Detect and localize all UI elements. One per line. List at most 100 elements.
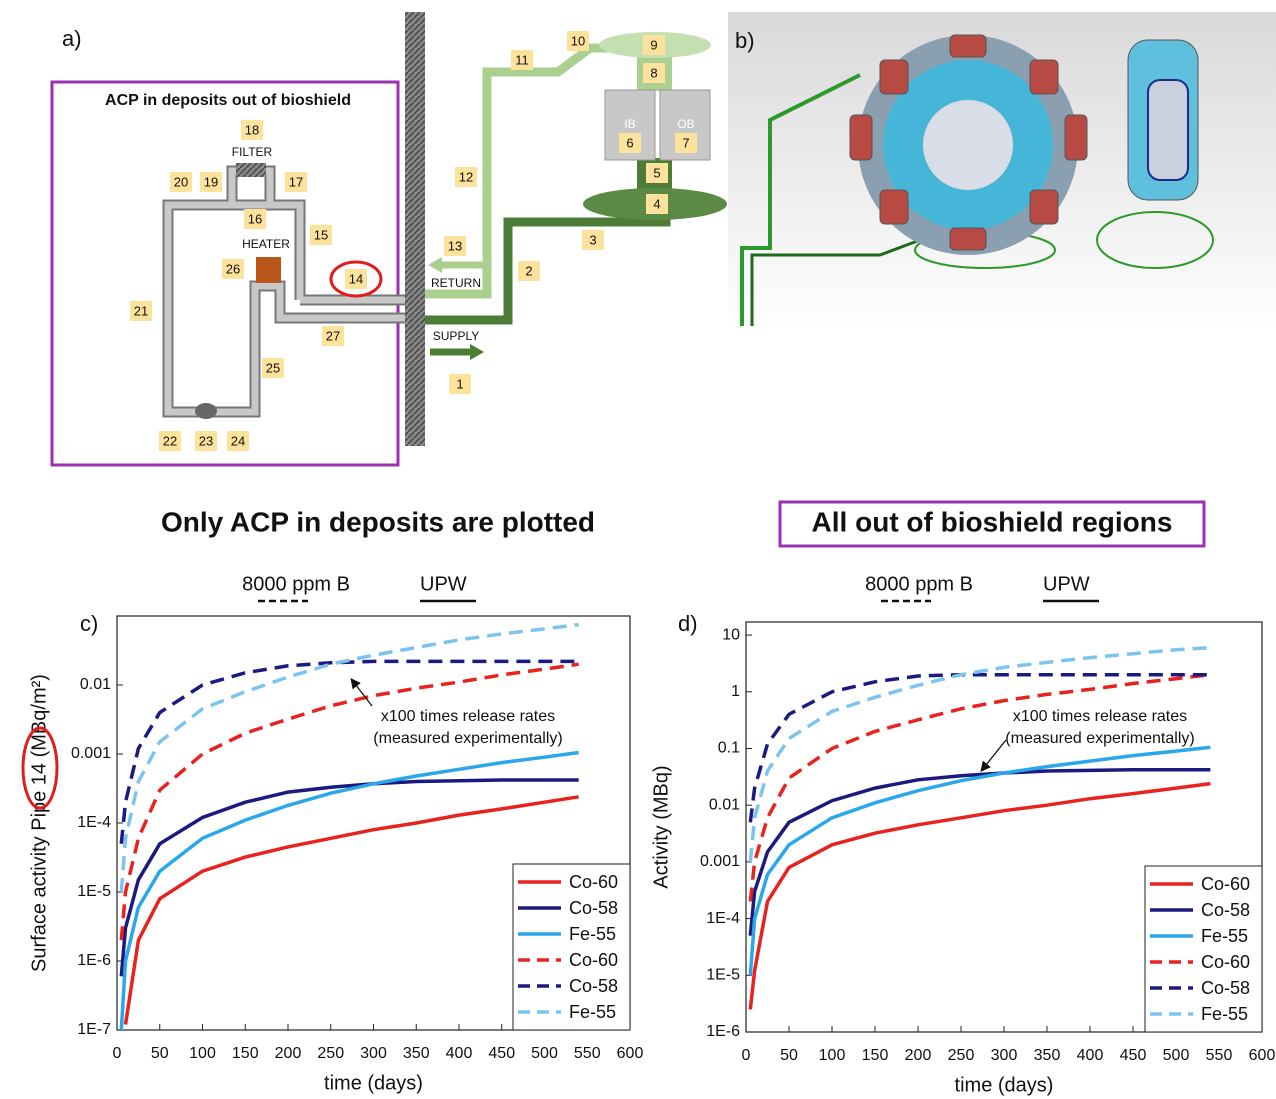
node-box	[643, 35, 665, 55]
y-tick-label: 1E-4	[77, 814, 111, 831]
ob-label: OB	[677, 117, 694, 131]
node-box	[646, 194, 668, 214]
legend-header: 8000 ppm B	[865, 573, 973, 595]
render-coils	[849, 34, 1088, 251]
node-label: 19	[204, 174, 218, 189]
x-tick-label: 50	[780, 1047, 798, 1064]
x-tick-label: 300	[991, 1047, 1018, 1064]
filter-label: FILTER	[232, 145, 273, 159]
panel-a: a) ACP in deposits out of bioshield FILT…	[50, 12, 727, 467]
chart-title: All out of bioshield regions	[812, 506, 1173, 537]
legend-entry: Co-60	[1201, 952, 1250, 972]
node-box	[567, 31, 589, 51]
node-box	[310, 225, 332, 245]
node-label: 5	[653, 165, 660, 180]
legend-entry: Co-58	[1201, 900, 1250, 920]
region-title: ACP in deposits out of bioshield	[105, 92, 351, 109]
y-axis-label: Activity (MBq)	[650, 765, 672, 888]
y-tick-label: 1E-6	[77, 952, 111, 969]
legend-box	[1144, 865, 1263, 1033]
x-tick-label: 600	[617, 1045, 644, 1062]
node-label: 6	[626, 135, 633, 150]
x-tick-label: 100	[189, 1045, 216, 1062]
node-label: 24	[231, 433, 245, 448]
node-box	[130, 301, 152, 321]
node-box	[195, 431, 217, 451]
x-tick-label: 400	[446, 1045, 473, 1062]
series-line	[119, 778, 579, 977]
x-tick-label: 0	[742, 1047, 751, 1064]
node-box	[511, 50, 533, 70]
x-tick-label: 450	[1120, 1047, 1147, 1064]
x-tick-label: 250	[317, 1045, 344, 1062]
y-tick-label: 0.1	[718, 740, 740, 757]
x-tick-label: 200	[275, 1045, 302, 1062]
x-axis-label: time (days)	[324, 1072, 423, 1094]
legend-header: 8000 ppm B	[242, 573, 350, 595]
annotation: x100 times release rates	[1013, 708, 1187, 725]
node-label: 15	[314, 227, 328, 242]
node-box	[262, 358, 284, 378]
return-pipe	[425, 43, 612, 299]
node-box	[345, 269, 367, 289]
panel-b: b)	[728, 12, 1276, 332]
legend-entry: Fe-55	[569, 1002, 616, 1022]
node-label: 16	[248, 211, 262, 226]
annotation: (measured experimentally)	[1005, 730, 1194, 747]
render-pipe	[750, 238, 921, 326]
annotation-arrow	[980, 739, 1007, 773]
node-label: 17	[289, 174, 303, 189]
node-label: 7	[682, 135, 689, 150]
y-tick-label: 1E-7	[77, 1021, 111, 1038]
node-label: 4	[653, 196, 660, 211]
x-tick-label: 250	[948, 1047, 975, 1064]
y-tick-label: 10	[722, 626, 740, 643]
x-tick-label: 500	[1163, 1047, 1190, 1064]
annotation-arrow	[350, 677, 373, 707]
node-box	[449, 374, 471, 394]
panel-label: c)	[80, 611, 98, 636]
y-tick-label: 1E-6	[706, 1023, 740, 1040]
legend-entry: Fe-55	[569, 924, 616, 944]
series-line	[748, 745, 1211, 976]
node-label: 8	[650, 65, 657, 80]
node-label: 11	[515, 52, 529, 67]
legend-header: UPW	[420, 573, 467, 595]
supply-arrowhead	[470, 344, 484, 360]
legend-header: UPW	[1043, 573, 1090, 595]
node-label: 14	[349, 271, 363, 286]
node-label: 13	[448, 238, 462, 253]
node-label: 27	[326, 328, 340, 343]
series-line	[748, 645, 1211, 863]
y-tick-label: 1E-5	[706, 967, 740, 984]
vessel-ob	[659, 89, 711, 161]
node-box	[643, 63, 665, 83]
series-line	[119, 622, 579, 893]
x-tick-label: 350	[1034, 1047, 1061, 1064]
series-line	[748, 781, 1211, 1010]
legend-entry: Co-60	[569, 950, 618, 970]
pump-icon	[195, 403, 217, 419]
node-label: 9	[650, 37, 657, 52]
x-tick-label: 150	[862, 1047, 889, 1064]
node-label: 3	[589, 232, 596, 247]
node-label: 2	[525, 263, 532, 278]
node-box	[285, 172, 307, 192]
bioshield-wall	[405, 12, 425, 446]
return-label: RETURN	[431, 276, 481, 290]
return-arrowhead	[428, 257, 442, 273]
ib-label: IB	[624, 117, 635, 131]
panel-label: a)	[62, 26, 82, 51]
loop-pipe-inner	[164, 167, 405, 416]
legend-entry: Co-60	[569, 872, 618, 892]
node-box	[159, 431, 181, 451]
node-box	[244, 209, 266, 229]
y-tick-label: 1E-5	[77, 883, 111, 900]
region-box	[50, 80, 400, 467]
render-device	[923, 100, 1013, 190]
x-tick-label: 150	[232, 1045, 259, 1062]
node-label: 22	[163, 433, 177, 448]
node-box	[444, 236, 466, 256]
node-box	[518, 261, 540, 281]
